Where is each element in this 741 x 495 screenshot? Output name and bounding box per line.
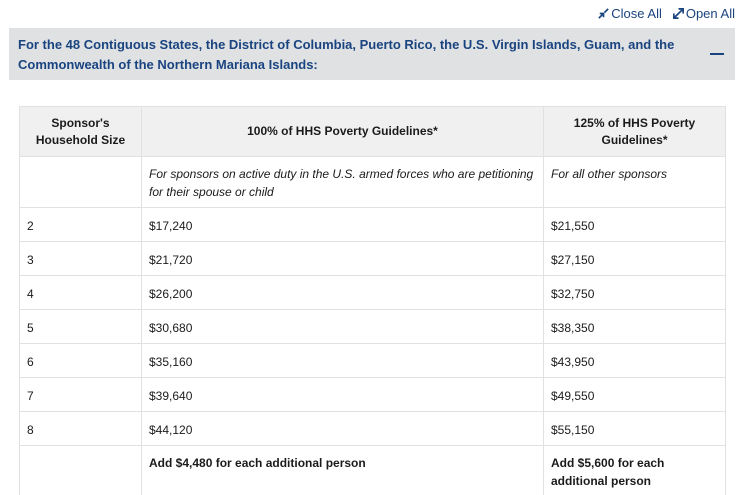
note-household-size [19, 156, 142, 208]
table-row: 6 $35,160 $43,950 [19, 343, 726, 378]
table-row: 8 $44,120 $55,150 [19, 411, 726, 446]
note-active-duty: For sponsors on active duty in the U.S. … [141, 156, 544, 208]
poverty-guidelines-table: Sponsor's Household Size 100% of HHS Pov… [19, 106, 726, 495]
table-note-row: For sponsors on active duty in the U.S. … [19, 156, 726, 208]
table-footer-row: Add $4,480 for each additional person Ad… [19, 445, 726, 495]
household-size-cell: 4 [19, 275, 142, 310]
household-size-cell: 3 [19, 241, 142, 276]
amount-100-cell: $35,160 [141, 343, 544, 378]
household-size-cell: 6 [19, 343, 142, 378]
household-size-cell: 7 [19, 377, 142, 412]
amount-100-cell: $21,720 [141, 241, 544, 276]
collapse-arrows-icon [598, 8, 609, 19]
table-row: 4 $26,200 $32,750 [19, 275, 726, 310]
header-100-percent: 100% of HHS Poverty Guidelines* [141, 106, 544, 157]
table-row: 2 $17,240 $21,550 [19, 207, 726, 242]
expand-arrows-icon [672, 8, 684, 19]
amount-125-cell: $43,950 [543, 343, 726, 378]
amount-100-cell: $26,200 [141, 275, 544, 310]
header-household-size: Sponsor's Household Size [19, 106, 142, 157]
amount-125-cell: $32,750 [543, 275, 726, 310]
amount-100-cell: $17,240 [141, 207, 544, 242]
open-all-label: Open All [685, 6, 735, 21]
household-size-cell: 5 [19, 309, 142, 344]
amount-100-cell: $39,640 [141, 377, 544, 412]
accordion-toolbar: Close All Open All [597, 6, 735, 21]
amount-125-cell: $21,550 [543, 207, 726, 242]
close-all-button[interactable]: Close All [597, 6, 662, 21]
accordion-title: For the 48 Contiguous States, the Distri… [18, 37, 675, 72]
table-row: 3 $21,720 $27,150 [19, 241, 726, 276]
table-row: 7 $39,640 $49,550 [19, 377, 726, 412]
table-header-row: Sponsor's Household Size 100% of HHS Pov… [19, 106, 726, 157]
household-size-cell: 2 [19, 207, 142, 242]
amount-125-cell: $55,150 [543, 411, 726, 446]
minus-icon[interactable] [710, 53, 724, 55]
footer-additional-125: Add $5,600 for each additional person [543, 445, 726, 495]
close-all-label: Close All [611, 6, 662, 21]
accordion-header[interactable]: For the 48 Contiguous States, the Distri… [9, 28, 735, 80]
amount-125-cell: $38,350 [543, 309, 726, 344]
table-row: 5 $30,680 $38,350 [19, 309, 726, 344]
amount-125-cell: $27,150 [543, 241, 726, 276]
header-125-percent: 125% of HHS Poverty Guidelines* [543, 106, 726, 157]
footer-additional-100: Add $4,480 for each additional person [141, 445, 544, 495]
amount-100-cell: $44,120 [141, 411, 544, 446]
amount-125-cell: $49,550 [543, 377, 726, 412]
amount-100-cell: $30,680 [141, 309, 544, 344]
household-size-cell: 8 [19, 411, 142, 446]
footer-household-size [19, 445, 142, 495]
open-all-button[interactable]: Open All [672, 6, 735, 21]
note-all-other: For all other sponsors [543, 156, 726, 208]
